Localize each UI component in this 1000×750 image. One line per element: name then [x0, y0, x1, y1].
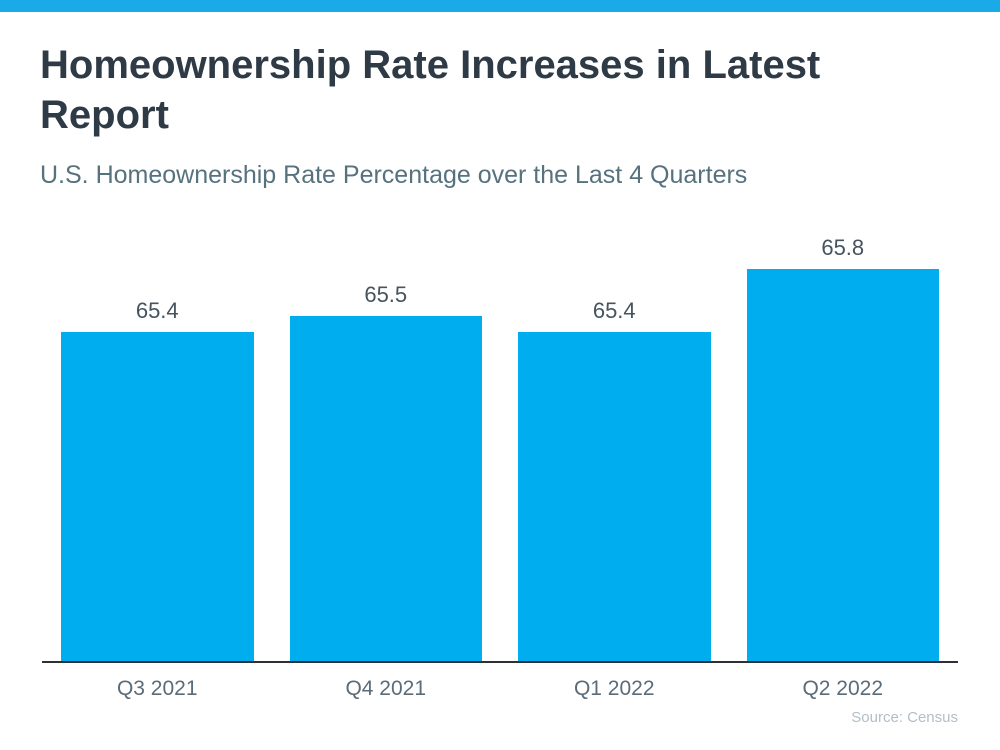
source-note: Source: Census — [851, 709, 958, 726]
bar-value-label: 65.5 — [364, 282, 408, 307]
bar — [746, 269, 939, 661]
bar-column: 65.8 — [746, 230, 939, 661]
x-axis-label: Q4 2021 — [345, 677, 427, 700]
bar — [518, 332, 711, 661]
bar-column: 65.4 — [61, 230, 254, 661]
x-axis-label: Q3 2021 — [116, 677, 198, 700]
bar — [289, 316, 482, 661]
chart-subtitle: U.S. Homeownership Rate Percentage over … — [40, 161, 748, 189]
bar-column: 65.4 — [518, 230, 711, 661]
top-accent-bar — [0, 0, 1000, 12]
x-axis-label: Q1 2022 — [573, 677, 655, 700]
x-axis-label: Q2 2022 — [802, 677, 884, 700]
x-axis-labels: Q3 2021 Q4 2021 Q1 2022 Q2 2022 — [42, 677, 958, 701]
bar-value-label: 65.4 — [135, 298, 179, 323]
bar-column: 65.5 — [289, 230, 482, 661]
bar-chart: 65.4 65.5 65.4 65.8 Q3 2021 Q4 2021 Q1 2022 Q2… — [42, 230, 958, 701]
plot-area: 65.4 65.5 65.4 65.8 — [42, 230, 958, 663]
bar-value-label: 65.4 — [592, 298, 636, 323]
bar-value-label: 65.8 — [821, 235, 865, 260]
chart-title: Homeownership Rate Increases in Latest R… — [40, 43, 821, 137]
bar — [61, 332, 254, 661]
